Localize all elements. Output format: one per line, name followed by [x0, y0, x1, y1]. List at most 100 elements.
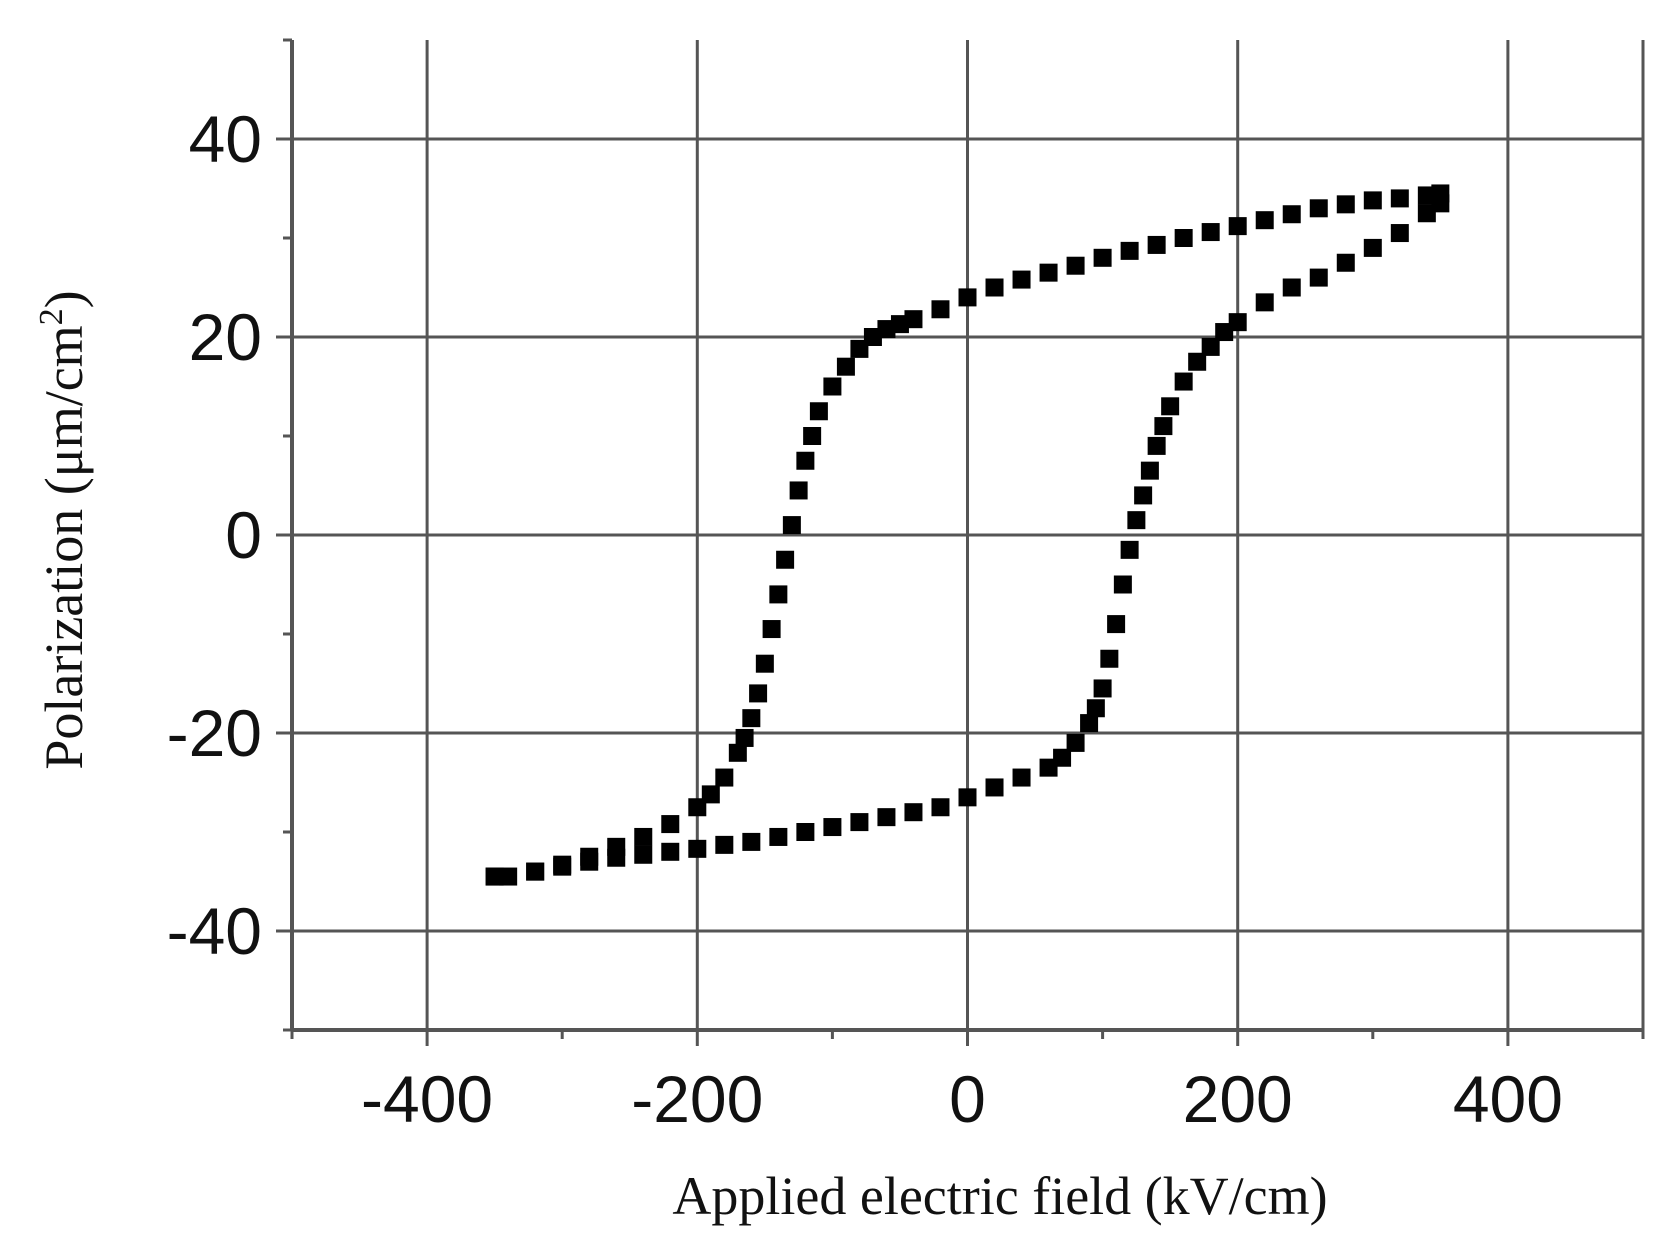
data-point — [1431, 194, 1450, 213]
data-point — [1363, 191, 1382, 210]
data-markers — [485, 184, 1450, 886]
data-point — [958, 788, 977, 807]
data-point — [1363, 238, 1382, 257]
y-tick-label: 0 — [225, 498, 262, 572]
data-point — [985, 278, 1004, 297]
y-axis-label: Polarization (μm/cm2) — [33, 290, 94, 769]
data-point — [715, 768, 734, 787]
data-point — [877, 808, 896, 827]
y-tick-label: 20 — [189, 300, 262, 374]
data-point — [715, 835, 734, 854]
data-point — [499, 867, 518, 886]
data-point — [904, 803, 923, 822]
data-point — [782, 516, 801, 535]
data-point — [1134, 486, 1153, 505]
data-point — [1147, 235, 1166, 254]
data-point — [634, 827, 653, 846]
data-point — [1066, 256, 1085, 275]
data-point — [1228, 313, 1247, 332]
data-point — [607, 848, 626, 867]
data-point — [1140, 461, 1159, 480]
data-point — [749, 684, 768, 703]
data-point — [1161, 397, 1180, 416]
data-point — [958, 288, 977, 307]
data-point — [803, 427, 822, 445]
data-point — [755, 654, 774, 673]
grid — [292, 40, 1643, 1030]
data-point — [1417, 186, 1436, 205]
data-point — [836, 357, 855, 376]
y-tick-label: 40 — [189, 102, 262, 176]
data-point — [742, 709, 761, 728]
data-point — [1053, 748, 1072, 767]
data-point — [1127, 511, 1146, 530]
data-point — [1012, 270, 1031, 289]
data-point — [809, 402, 828, 421]
data-point — [1309, 268, 1328, 287]
data-point — [1147, 436, 1166, 455]
data-point — [1255, 293, 1274, 312]
data-point — [1066, 733, 1085, 752]
data-point — [1120, 540, 1139, 559]
data-point — [688, 798, 707, 817]
data-point — [1309, 199, 1328, 218]
data-point — [1012, 768, 1031, 787]
y-tick-label: -40 — [167, 894, 262, 968]
data-point — [661, 842, 680, 861]
x-tick-label: 0 — [949, 1062, 986, 1136]
data-point — [850, 339, 869, 358]
data-point — [796, 451, 815, 470]
data-point — [823, 377, 842, 396]
data-point — [1282, 278, 1301, 297]
data-point — [485, 867, 504, 886]
data-point — [1107, 615, 1126, 634]
data-point — [1113, 575, 1132, 594]
data-point — [796, 823, 815, 841]
data-point — [661, 815, 680, 834]
data-point — [904, 310, 923, 329]
data-point — [1255, 211, 1274, 230]
data-point — [1417, 204, 1436, 223]
data-point — [526, 862, 545, 881]
x-tick-label: 400 — [1453, 1062, 1563, 1136]
data-point — [1120, 241, 1139, 260]
data-point — [1188, 352, 1207, 371]
data-point — [735, 728, 754, 747]
data-point — [553, 857, 572, 876]
data-point — [789, 481, 808, 500]
data-point — [728, 743, 747, 762]
data-point — [762, 620, 781, 639]
x-tick-label: -400 — [361, 1062, 493, 1136]
x-axis-label: Applied electric field (kV/cm) — [672, 1166, 1327, 1226]
data-point — [1093, 248, 1112, 267]
data-point — [1086, 699, 1105, 718]
data-point — [742, 832, 761, 851]
axis-ticks — [276, 38, 1645, 1046]
data-point — [1201, 223, 1220, 242]
data-point — [1100, 649, 1119, 668]
data-point — [634, 845, 653, 864]
y-tick-label: -20 — [167, 696, 262, 770]
data-point — [985, 778, 1004, 797]
data-point — [1390, 189, 1409, 208]
data-point — [580, 852, 599, 871]
data-point — [931, 798, 950, 817]
data-point — [1201, 337, 1220, 356]
data-point — [1282, 205, 1301, 224]
data-point — [1174, 372, 1193, 391]
data-point — [850, 813, 869, 832]
data-point — [1215, 323, 1234, 342]
data-point — [1039, 263, 1058, 282]
data-point — [769, 827, 788, 846]
data-point — [1336, 195, 1355, 214]
data-point — [701, 785, 720, 804]
x-tick-label: -200 — [631, 1062, 763, 1136]
data-point — [1080, 714, 1099, 733]
data-point — [823, 818, 842, 837]
data-point — [1039, 758, 1058, 777]
data-point — [769, 585, 788, 604]
data-point — [931, 300, 950, 319]
